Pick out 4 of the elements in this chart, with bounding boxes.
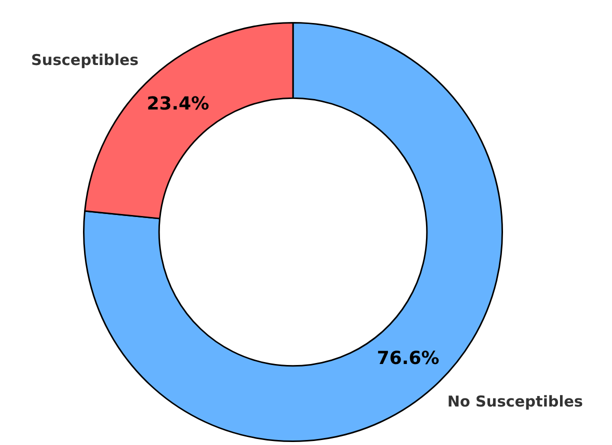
data-label: 76.6% bbox=[376, 348, 440, 369]
data-label: 23.4% bbox=[146, 93, 210, 114]
slice-label: Susceptibles bbox=[31, 51, 139, 70]
slice-label: No Susceptibles bbox=[447, 392, 584, 411]
